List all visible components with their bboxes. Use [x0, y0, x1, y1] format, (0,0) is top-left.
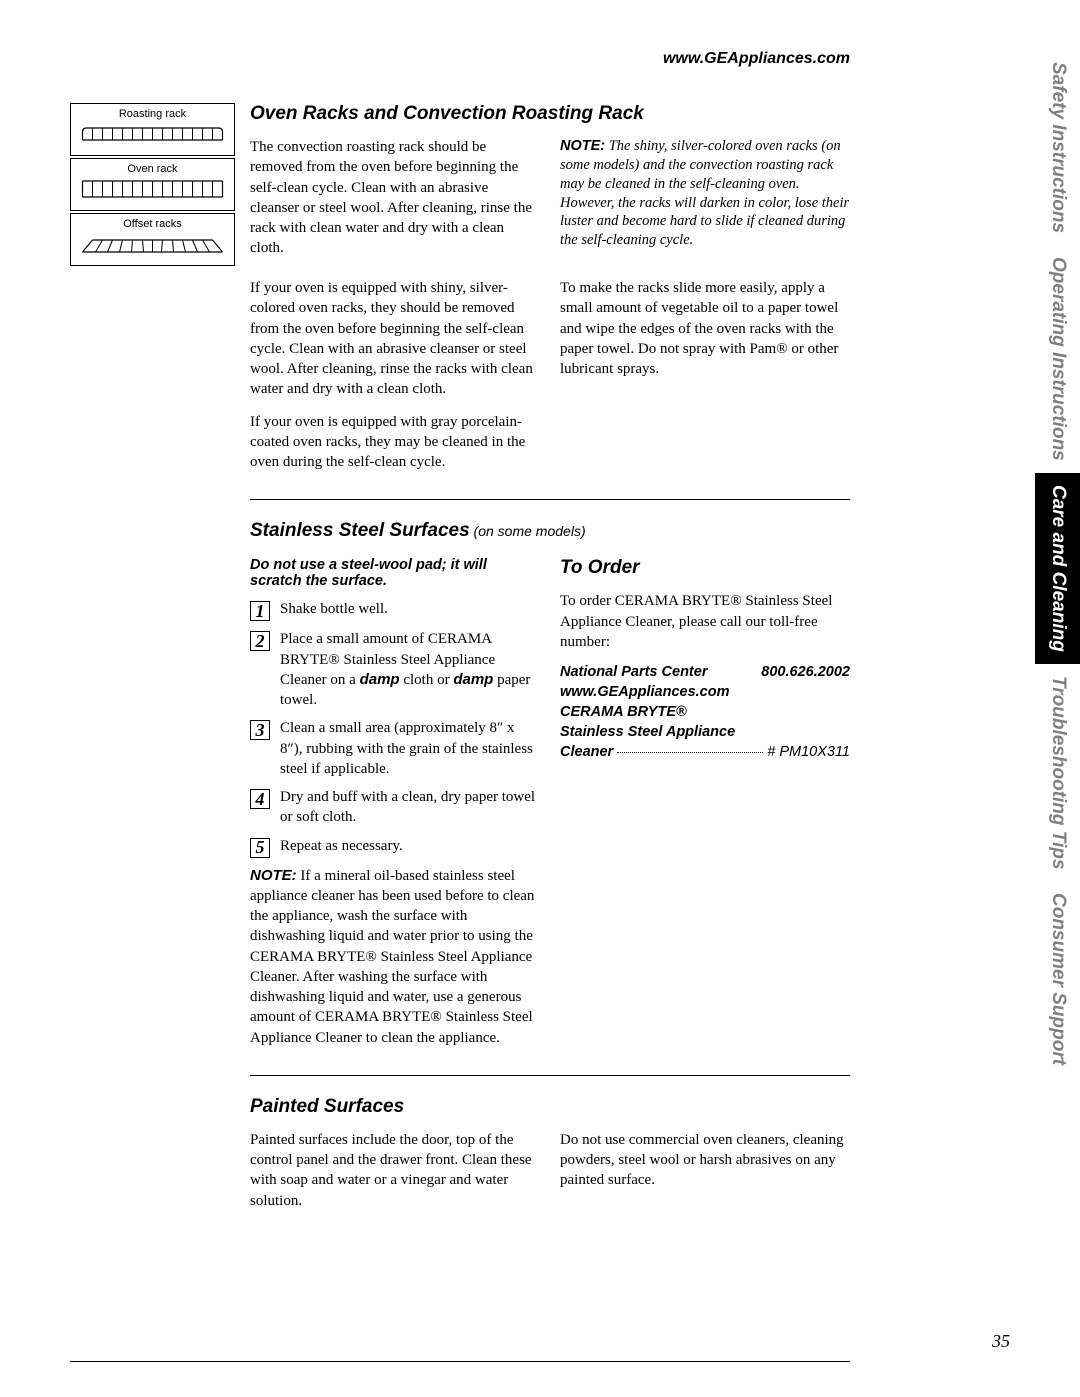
- oven-racks-header: Oven Racks and Convection Roasting Rack: [250, 103, 850, 125]
- steel-wool-warning: Do not use a steel-wool pad; it will scr…: [250, 557, 540, 589]
- tab-operating[interactable]: Operating Instructions: [1035, 245, 1080, 473]
- section-divider: [250, 1075, 850, 1076]
- product-line1: Stainless Steel Appliance: [560, 724, 850, 740]
- brand-name: CERAMA BRYTE®: [560, 704, 850, 720]
- stainless-header-note: (on some models): [470, 523, 586, 539]
- tab-troubleshooting[interactable]: Troubleshooting Tips: [1035, 664, 1080, 882]
- national-parts-row: National Parts Center800.626.2002: [560, 664, 850, 680]
- painted-header: Painted Surfaces: [250, 1096, 850, 1118]
- website-url: www.GEAppliances.com: [70, 50, 850, 68]
- step-2: 2Place a small amount of CERAMA BRYTE® S…: [250, 629, 540, 710]
- step-1: 1Shake bottle well.: [250, 599, 540, 621]
- tab-support[interactable]: Consumer Support: [1035, 881, 1080, 1077]
- stainless-header: Stainless Steel Surfaces: [250, 520, 470, 541]
- roasting-rack-icon: [77, 120, 228, 148]
- sec1-note: NOTE: The shiny, silver-colored oven rac…: [560, 137, 850, 250]
- page-number: 35: [992, 1331, 1010, 1352]
- rack-diagram: Roasting rack Oven rack Offset racks: [70, 103, 235, 268]
- section-divider: [250, 499, 850, 500]
- sec1-para2: If your oven is equipped with shiny, sil…: [250, 278, 540, 400]
- offset-racks-label: Offset racks: [77, 218, 228, 230]
- sec1-para4: To make the racks slide more easily, app…: [560, 278, 850, 379]
- sec3-para1: Painted surfaces include the door, top o…: [250, 1130, 540, 1211]
- order-website: www.GEAppliances.com: [560, 684, 850, 700]
- roasting-rack-label: Roasting rack: [77, 108, 228, 120]
- sec3-para2: Do not use commercial oven cleaners, cle…: [560, 1130, 850, 1191]
- sec1-para1: The convection roasting rack should be r…: [250, 137, 540, 259]
- offset-racks-icon: [77, 230, 228, 258]
- step-4: 4Dry and buff with a clean, dry paper to…: [250, 787, 540, 828]
- tab-safety[interactable]: Safety Instructions: [1035, 50, 1080, 245]
- part-number-row: Cleaner # PM10X311: [560, 744, 850, 760]
- step-5: 5Repeat as necessary.: [250, 836, 540, 858]
- sec1-para3: If your oven is equipped with gray porce…: [250, 412, 540, 473]
- order-text: To order CERAMA BRYTE® Stainless Steel A…: [560, 591, 850, 652]
- tab-care-cleaning[interactable]: Care and Cleaning: [1035, 473, 1080, 664]
- to-order-header: To Order: [560, 557, 850, 579]
- sec2-note: NOTE: If a mineral oil-based stainless s…: [250, 866, 540, 1048]
- step-3: 3Clean a small area (approximately 8″ x …: [250, 718, 540, 779]
- footer-rule: [70, 1361, 850, 1362]
- side-navigation-tabs: Safety Instructions Operating Instructio…: [1035, 50, 1080, 1077]
- oven-rack-icon: [77, 175, 228, 203]
- oven-rack-label: Oven rack: [77, 163, 228, 175]
